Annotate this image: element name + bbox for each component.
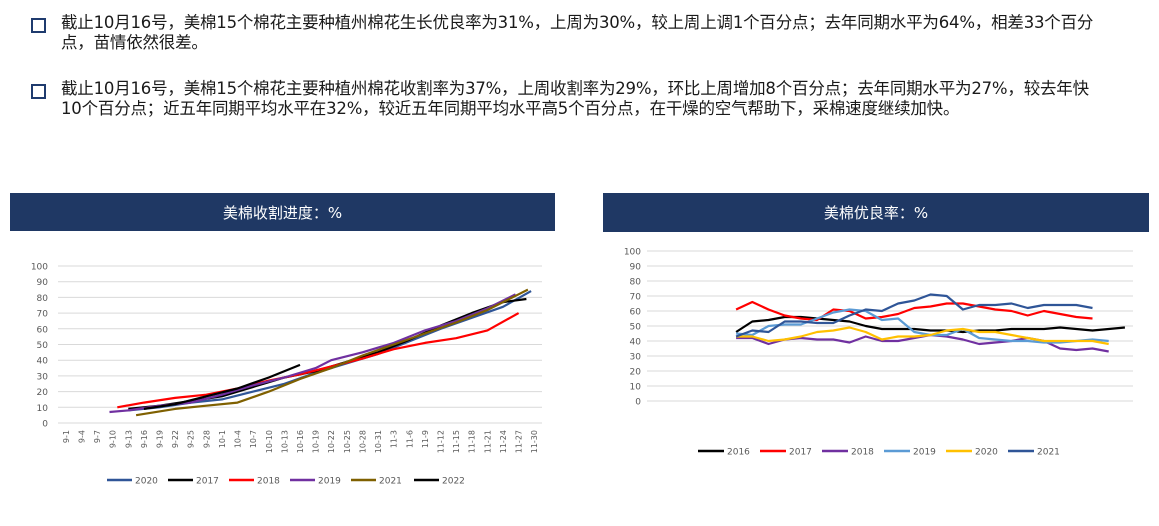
legend-label-2020: 2020 <box>135 477 158 487</box>
good-rate-panel: 美棉优良率：% 0 10 20 30 40 50 60 70 80 90 100 2016 2017 20… <box>603 193 1149 526</box>
x-tick-label: 11-27 <box>515 430 524 453</box>
y-tick-label: 60 <box>37 325 49 335</box>
legend-label-2017: 2017 <box>789 448 812 458</box>
series-line-2016 <box>735 315 1126 334</box>
y-tick-label: 40 <box>630 338 642 348</box>
x-tick-label: 10-22 <box>327 430 336 453</box>
legend-label-2019: 2019 <box>913 448 936 458</box>
x-tick-label: 9-22 <box>171 430 180 448</box>
y-tick-label: 70 <box>630 293 642 303</box>
x-tick-label: 11-12 <box>437 430 446 453</box>
bullet-paragraph-2: 截止10月16号，美棉15个棉花主要种植州棉花收割率为37%，上周收割率为29%… <box>31 79 1106 119</box>
legend-label-2022: 2022 <box>442 477 465 487</box>
x-tick-label: 9-16 <box>140 430 149 448</box>
x-tick-label: 10-1 <box>218 430 227 448</box>
series-line-2017 <box>735 300 1093 322</box>
y-tick-label: 60 <box>630 308 642 318</box>
series-line-2021 <box>135 288 529 417</box>
x-tick-label: 9-10 <box>109 430 118 448</box>
x-tick-label: 9-7 <box>93 430 102 443</box>
x-tick-label: 9-28 <box>202 430 211 448</box>
x-tick-label: 9-25 <box>187 430 196 448</box>
series-line-2019 <box>109 293 516 414</box>
y-tick-label: 90 <box>630 263 642 273</box>
series-line-2017 <box>128 297 527 410</box>
x-tick-label: 9-13 <box>124 430 133 448</box>
x-tick-label: 9-4 <box>77 430 86 443</box>
series-line-2018 <box>117 312 520 409</box>
y-tick-label: 10 <box>630 383 642 393</box>
y-tick-label: 20 <box>37 388 49 398</box>
y-tick-label: 0 <box>635 398 641 408</box>
checkbox-square-icon <box>31 18 46 33</box>
good-rate-chart-title: 美棉优良率：% <box>603 193 1149 232</box>
x-tick-label: 10-31 <box>374 430 383 453</box>
good-rate-chart: 0 10 20 30 40 50 60 70 80 90 100 2016 2017 2018 2019 20… <box>624 248 1133 458</box>
y-tick-label: 30 <box>630 353 642 363</box>
y-tick-label: 50 <box>37 341 49 351</box>
x-tick-label: 11-15 <box>452 430 461 453</box>
bullet-text-1: 截止10月16号，美棉15个棉花主要种植州棉花生长优良率为31%，上周为30%，… <box>61 13 1094 52</box>
x-tick-label: 11-9 <box>421 430 430 448</box>
y-tick-label: 20 <box>630 368 642 378</box>
y-tick-label: 30 <box>37 372 49 382</box>
series-line-2020 <box>736 326 1109 346</box>
x-tick-label: 9-19 <box>155 430 164 448</box>
legend-label-2020: 2020 <box>975 448 998 458</box>
x-tick-label: 11-18 <box>468 430 477 453</box>
bullet-paragraph-1: 截止10月16号，美棉15个棉花主要种植州棉花生长优良率为31%，上周为30%，… <box>31 13 1106 53</box>
series-line-2019 <box>735 308 1109 344</box>
y-tick-label: 40 <box>37 357 49 367</box>
x-tick-label: 11-30 <box>530 430 539 453</box>
x-tick-label: 11-3 <box>390 430 399 448</box>
x-tick-label: 10-10 <box>265 430 274 453</box>
x-tick-label: 10-28 <box>358 430 367 453</box>
legend-label-2021: 2021 <box>379 477 402 487</box>
series-line-2022 <box>143 363 301 410</box>
y-tick-label: 80 <box>630 278 642 288</box>
y-tick-label: 90 <box>37 278 49 288</box>
legend-label-2017: 2017 <box>196 477 219 487</box>
y-tick-label: 70 <box>37 310 49 320</box>
bullet-text-2: 截止10月16号，美棉15个棉花主要种植州棉花收割率为37%，上周收割率为29%… <box>61 79 1089 118</box>
series-line-2020 <box>128 290 532 412</box>
harvest-progress-panel: 美棉收割进度：% 0 10 20 30 40 50 60 70 80 90 100 9-1 9-4 9-7… <box>10 193 555 526</box>
x-tick-label: 10-19 <box>312 430 321 453</box>
x-tick-label: 11-24 <box>499 430 508 453</box>
y-tick-label: 100 <box>624 248 641 258</box>
legend-label-2019: 2019 <box>318 477 341 487</box>
y-tick-label: 50 <box>630 323 642 333</box>
x-tick-label: 11-21 <box>483 430 492 453</box>
x-tick-label: 10-13 <box>280 430 289 453</box>
legend-label-2018: 2018 <box>851 448 874 458</box>
x-tick-label: 10-25 <box>343 430 352 453</box>
y-tick-label: 10 <box>37 404 49 414</box>
harvest-progress-chart: 0 10 20 30 40 50 60 70 80 90 100 9-1 9-4 9-7 9-10 9-13 9… <box>31 263 542 487</box>
legend-label-2016: 2016 <box>727 448 750 458</box>
y-tick-label: 80 <box>37 294 49 304</box>
harvest-chart-title: 美棉收割进度：% <box>10 193 555 231</box>
legend-label-2021: 2021 <box>1037 448 1060 458</box>
x-tick-label: 10-16 <box>296 430 305 453</box>
legend-label-2018: 2018 <box>257 477 280 487</box>
x-tick-label: 10-7 <box>249 430 258 448</box>
series-line-2021 <box>735 293 1093 338</box>
x-tick-label: 10-4 <box>234 430 243 448</box>
checkbox-square-icon <box>31 84 46 99</box>
y-tick-label: 100 <box>31 263 48 273</box>
x-tick-label: 9-1 <box>62 430 71 443</box>
x-tick-label: 11-6 <box>405 430 414 448</box>
y-tick-label: 0 <box>42 420 48 430</box>
